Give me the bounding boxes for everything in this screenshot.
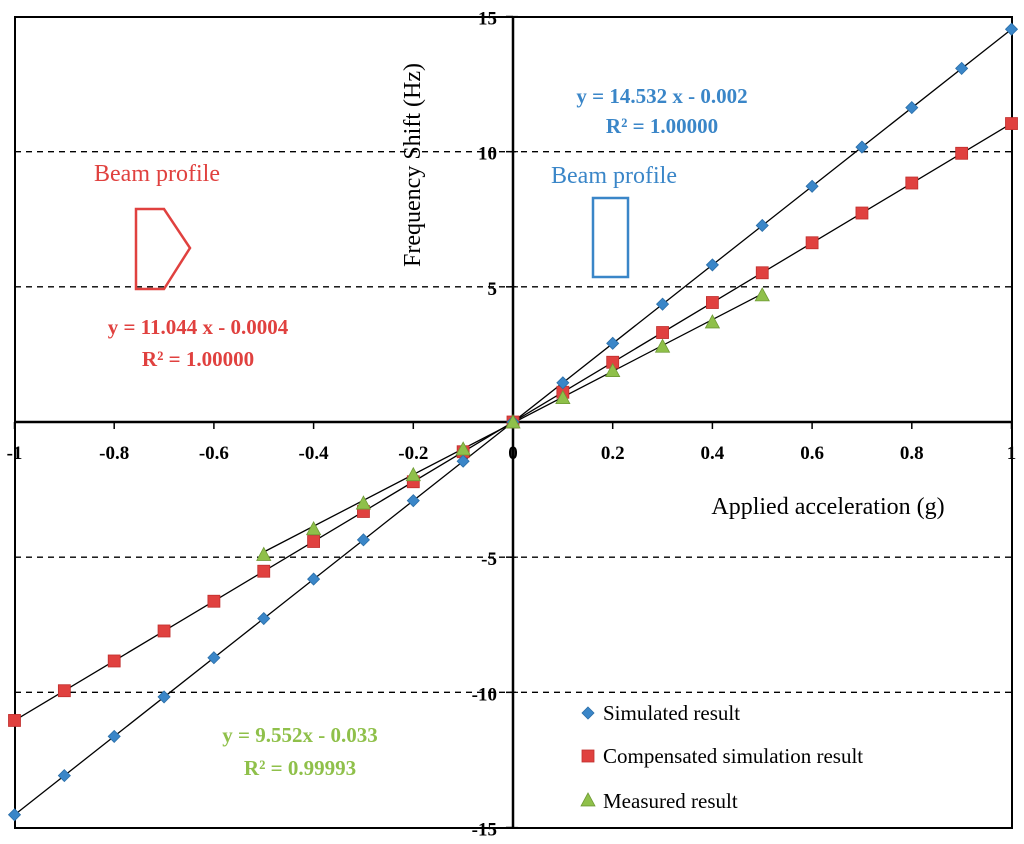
data-point-square <box>1005 117 1018 130</box>
data-point-triangle <box>355 495 372 510</box>
y-tick-label: 10 <box>478 144 497 165</box>
x-tick-label: -0.4 <box>299 443 330 464</box>
green-fit-r-squared: R² = 0.99993 <box>244 756 356 780</box>
legend-label-simulated: Simulated result <box>603 701 740 725</box>
blue-fit-equation: y = 14.532 x - 0.002 <box>576 84 747 108</box>
data-point-diamond <box>905 101 919 115</box>
data-point-square <box>157 624 171 638</box>
data-point-diamond <box>207 651 221 665</box>
data-point-diamond <box>307 572 321 586</box>
y-tick-label: 5 <box>488 279 498 300</box>
data-point-diamond <box>755 218 769 233</box>
red-fit-r-squared: R² = 1.00000 <box>142 347 254 371</box>
data-point-diamond <box>705 258 719 272</box>
data-point-square <box>307 535 321 548</box>
x-tick-label: 0.4 <box>701 443 725 464</box>
legend-square-icon <box>581 749 595 763</box>
data-point-diamond <box>456 454 470 468</box>
data-point-diamond <box>257 611 271 626</box>
legend-markers <box>580 706 596 807</box>
data-point-square <box>755 266 769 280</box>
data-point-triangle <box>256 546 272 561</box>
data-point-square <box>107 654 121 668</box>
data-point-triangle <box>455 441 471 456</box>
y-tick-label: 15 <box>478 9 497 30</box>
data-point-diamond <box>805 179 819 193</box>
blue-fit-r-squared: R² = 1.00000 <box>606 114 718 138</box>
data-point-square <box>955 146 969 160</box>
data-point-square <box>257 564 271 578</box>
data-point-diamond <box>57 769 71 783</box>
data-point-diamond <box>556 376 570 390</box>
data-point-square <box>855 206 869 220</box>
data-point-triangle <box>555 389 571 405</box>
x-axis-title: Applied acceleration (g) <box>711 494 944 520</box>
x-tick-label: -0.2 <box>398 443 428 464</box>
legend: Simulated result Compensated simulation … <box>580 701 863 813</box>
data-point-triangle <box>654 338 671 353</box>
y-tick-label: -15 <box>472 820 497 841</box>
data-point-triangle <box>605 362 621 377</box>
data-point-square <box>805 236 819 250</box>
beam-profile-label-red: Beam profile <box>94 161 220 187</box>
x-tick-label: 1 <box>1007 443 1017 464</box>
data-point-diamond <box>606 336 620 350</box>
data-point-square <box>905 176 919 190</box>
data-point-diamond <box>356 533 371 547</box>
data-point-diamond <box>157 690 171 704</box>
data-point-diamond <box>7 808 22 822</box>
x-tick-label: -0.6 <box>199 443 229 464</box>
legend-diamond-icon <box>581 706 595 720</box>
y-tick-label: -10 <box>472 684 497 705</box>
data-point-square <box>8 714 21 727</box>
beam-profile-pentagon-icon <box>134 207 192 291</box>
data-point-diamond <box>1004 22 1019 36</box>
x-tick-label: 0.6 <box>800 443 824 464</box>
red-fit-equation: y = 11.044 x - 0.0004 <box>108 315 289 339</box>
data-point-diamond <box>107 729 121 743</box>
data-point-diamond <box>855 140 869 154</box>
data-point-square <box>656 326 669 339</box>
legend-triangle-icon <box>580 792 596 807</box>
data-point-diamond <box>655 297 670 311</box>
green-fit-equation: y = 9.552x - 0.033 <box>222 723 377 747</box>
x-tick-label: 0.8 <box>900 443 924 464</box>
data-point-diamond <box>955 61 969 75</box>
x-tick-label: 0 <box>508 443 518 464</box>
x-tick-label: -0.8 <box>99 443 129 464</box>
data-point-square <box>57 684 71 698</box>
tick-labels: -1 -0.8 -0.6 -0.4 -0.2 0 0.2 0.4 0.6 0.8 1 15 10 5 -5 -… <box>7 9 1017 841</box>
legend-label-compensated: Compensated simulation result <box>603 744 863 768</box>
data-markers <box>7 22 1019 822</box>
x-tick-label: -1 <box>7 443 23 464</box>
data-point-triangle <box>704 314 721 329</box>
beam-profile-rectangle-icon <box>591 196 630 279</box>
data-point-triangle <box>405 466 421 482</box>
data-point-triangle <box>305 520 322 536</box>
y-axis-title: Frequency Shift (Hz) <box>400 63 426 267</box>
legend-label-measured: Measured result <box>603 789 738 813</box>
x-tick-label: 0.2 <box>601 443 625 464</box>
y-tick-label: -5 <box>481 549 497 570</box>
data-point-square <box>207 594 221 608</box>
data-point-triangle <box>505 414 521 429</box>
data-point-diamond <box>406 494 420 508</box>
beam-profile-label-blue: Beam profile <box>551 163 677 189</box>
data-point-triangle <box>754 287 770 302</box>
data-point-square <box>706 296 719 309</box>
